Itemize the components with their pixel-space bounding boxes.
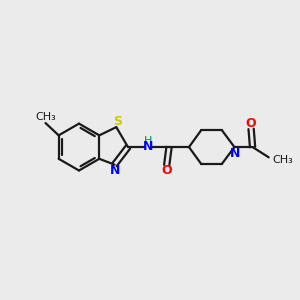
Text: N: N [110,164,120,177]
Text: H: H [144,136,152,146]
Text: CH₃: CH₃ [35,112,56,122]
Text: O: O [246,117,256,130]
Text: S: S [113,116,122,128]
Text: O: O [161,164,172,177]
Text: N: N [143,140,153,153]
Text: N: N [230,147,240,160]
Text: CH₃: CH₃ [272,155,293,165]
